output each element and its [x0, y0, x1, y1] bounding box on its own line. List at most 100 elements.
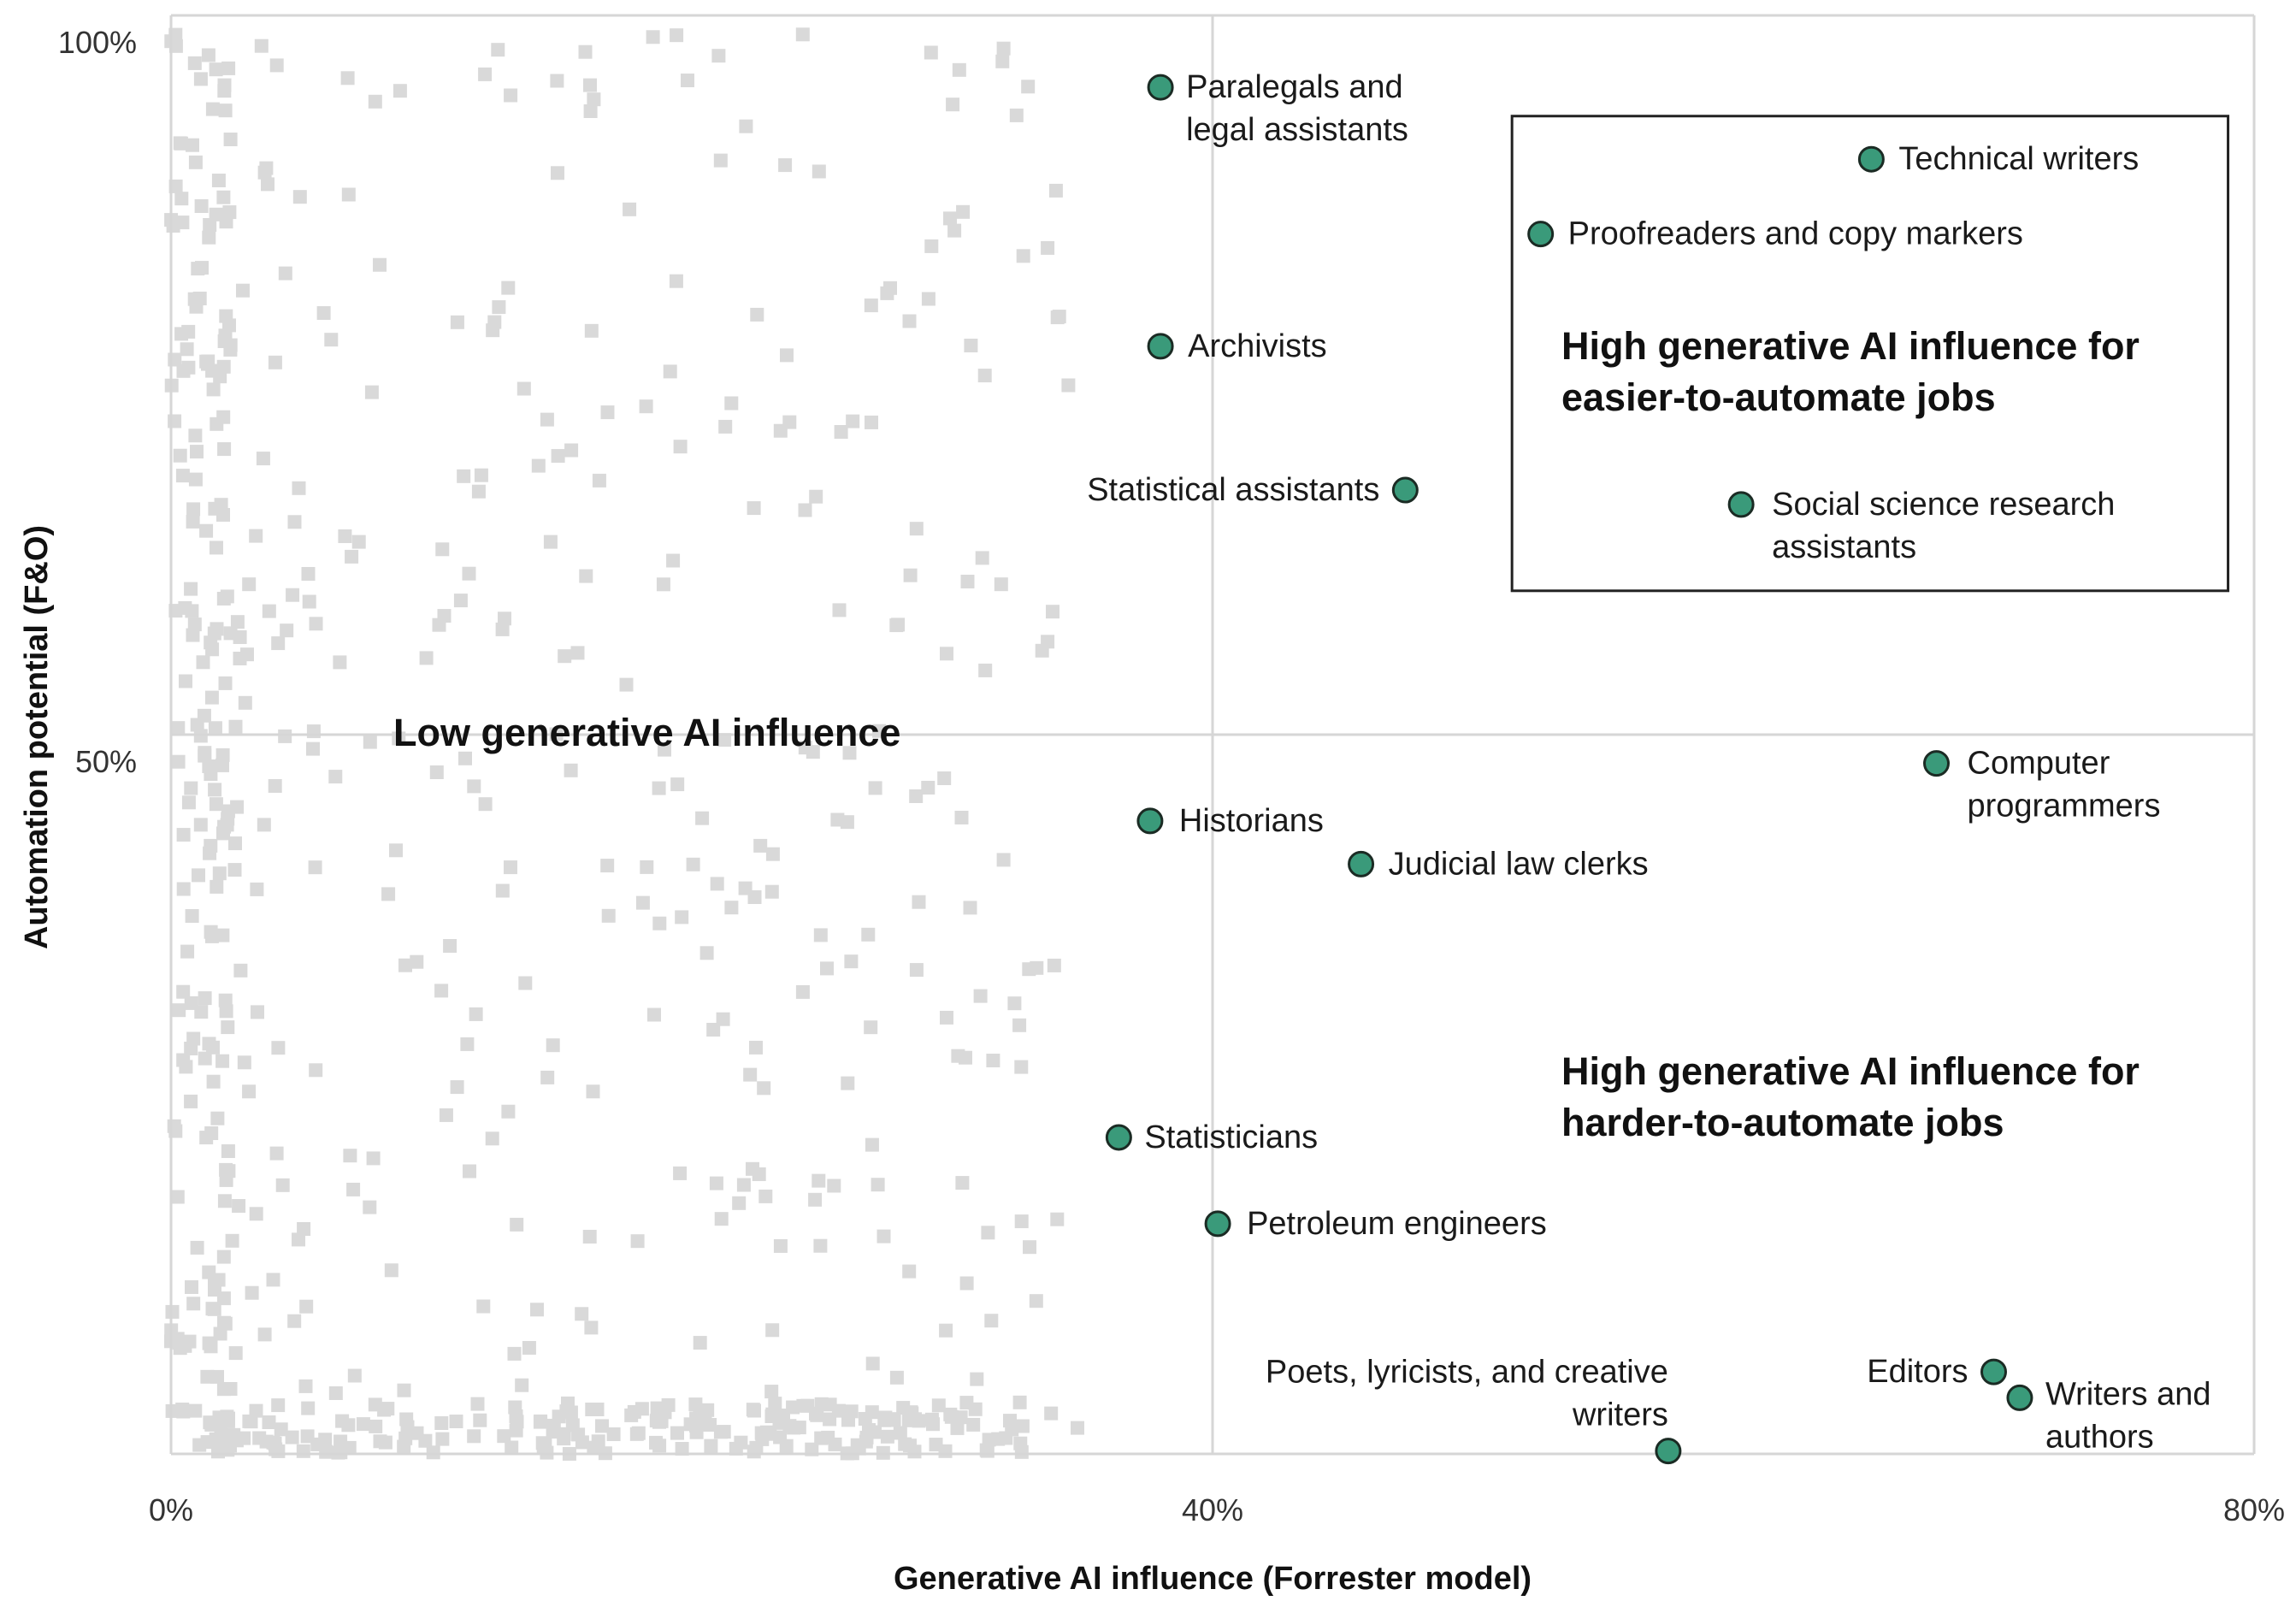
background-marker [861, 927, 876, 942]
background-marker [209, 1432, 223, 1446]
background-marker [218, 103, 233, 118]
background-marker [221, 61, 236, 75]
background-marker [437, 609, 452, 623]
background-marker [286, 588, 300, 602]
background-marker [457, 469, 471, 483]
background-marker [865, 1356, 880, 1371]
background-marker [467, 779, 481, 794]
background-marker [266, 1435, 280, 1450]
background-marker [185, 909, 199, 923]
background-marker [1015, 1419, 1030, 1433]
region-label-low: Low generative AI influence [393, 711, 900, 754]
background-marker [795, 27, 810, 42]
background-marker [505, 1440, 519, 1455]
background-marker [397, 1439, 411, 1454]
background-marker [216, 410, 231, 424]
background-marker [813, 928, 828, 942]
background-marker [584, 323, 599, 338]
background-marker [268, 355, 282, 369]
background-marker [921, 781, 936, 795]
background-marker [509, 1409, 523, 1423]
background-marker [583, 104, 598, 118]
background-marker [666, 553, 681, 568]
background-marker [209, 62, 223, 77]
background-marker [546, 1038, 560, 1053]
background-marker [896, 1401, 911, 1415]
background-marker [410, 954, 424, 969]
background-marker [669, 274, 683, 288]
background-marker [176, 882, 191, 896]
y-tick-100: 100% [58, 25, 137, 60]
background-marker [179, 674, 192, 688]
grid-lines [169, 14, 2256, 1456]
background-marker [842, 746, 857, 760]
background-marker [491, 43, 505, 57]
point-8 [1348, 850, 1375, 877]
background-marker [570, 646, 585, 660]
background-marker [476, 1299, 491, 1314]
background-marker [1014, 1214, 1029, 1229]
background-marker [846, 414, 860, 428]
background-marker [216, 1249, 231, 1264]
background-marker [487, 315, 502, 329]
background-marker [176, 984, 191, 999]
background-marker [473, 1413, 487, 1427]
background-marker [953, 1410, 968, 1425]
background-marker [670, 777, 685, 792]
background-marker [729, 1441, 743, 1456]
background-marker [381, 887, 396, 901]
background-marker [732, 1196, 747, 1210]
background-marker [909, 963, 924, 978]
background-marker [222, 318, 236, 333]
background-marker [827, 1179, 841, 1193]
background-marker [960, 575, 975, 588]
background-marker [184, 995, 198, 1010]
background-marker [435, 542, 450, 557]
background-marker [298, 1379, 313, 1393]
background-marker [582, 1230, 597, 1244]
background-marker [864, 1020, 878, 1035]
background-marker [184, 781, 198, 795]
background-marker [285, 1430, 299, 1444]
background-marker [717, 733, 732, 747]
background-marker [579, 569, 593, 583]
background-marker [773, 1430, 788, 1444]
point-label-0: Paralegals and legal assistants [1186, 69, 1408, 148]
background-marker [584, 1320, 599, 1335]
highlighted-labels: Paralegals and legal assistants Technical … [1087, 69, 2210, 1455]
background-marker [713, 1425, 728, 1439]
background-marker [174, 192, 189, 206]
background-marker [341, 1418, 356, 1433]
point-label-12: Editors [1867, 1354, 1968, 1390]
background-marker [796, 1398, 811, 1413]
background-marker [552, 1409, 566, 1424]
background-marker [328, 1386, 343, 1400]
background-marker [714, 1212, 729, 1226]
background-marker [709, 1176, 723, 1190]
background-marker [274, 1422, 288, 1437]
background-marker [208, 1283, 221, 1297]
background-marker [485, 1131, 499, 1146]
background-marker [338, 529, 352, 543]
background-marker [346, 1182, 361, 1196]
background-marker [670, 1426, 684, 1440]
background-marker [292, 190, 307, 204]
background-marker [199, 523, 214, 538]
background-marker [924, 1412, 939, 1427]
background-marker [782, 415, 797, 429]
background-marker [225, 1233, 239, 1248]
background-marker [393, 84, 407, 98]
point-label-5: Social science research assistants [1772, 487, 2115, 565]
background-marker [1005, 1422, 1019, 1437]
background-marker [230, 800, 245, 814]
background-marker [670, 28, 684, 43]
background-marker [366, 1151, 381, 1166]
background-marker [208, 721, 222, 736]
background-marker [302, 594, 316, 609]
background-marker [600, 859, 615, 873]
background-marker [238, 695, 252, 710]
region-label-easier: High generative AI influence for easier-… [1561, 324, 2150, 419]
background-marker [540, 412, 554, 427]
background-marker [780, 348, 794, 363]
